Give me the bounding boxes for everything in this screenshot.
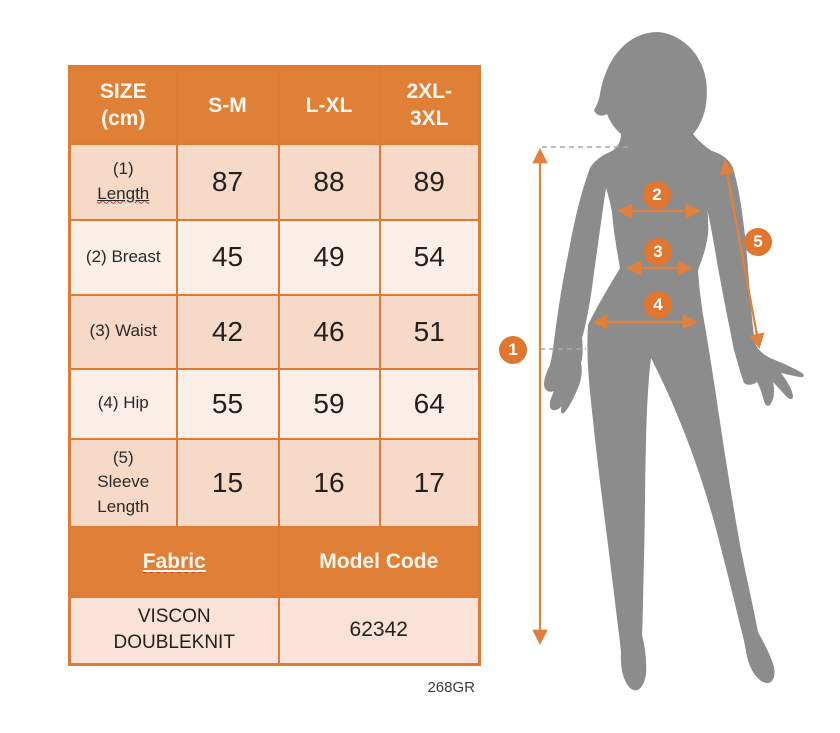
model-code-value-cell: 62342 — [277, 595, 481, 666]
table-row-hip: (4) Hip 55 59 64 — [68, 367, 481, 440]
value-cell: 55 — [175, 367, 280, 440]
table-row-length: (1) Length 87 88 89 — [68, 142, 481, 221]
value-cell: 15 — [175, 437, 280, 528]
fabric-value-cell: VISCON DOUBLEKNIT — [68, 595, 280, 666]
measure-badge-4: 4 — [644, 291, 672, 319]
model-code-header-cell: Model Code — [277, 525, 481, 598]
value-cell: 54 — [378, 218, 481, 296]
value-cell: 87 — [175, 142, 280, 221]
row-label-length: (1) Length — [68, 142, 178, 221]
value-cell: 64 — [378, 367, 481, 440]
value-cell: 16 — [277, 437, 381, 528]
measure-badge-1: 1 — [499, 336, 527, 364]
value-cell: 59 — [277, 367, 381, 440]
fabric-value-row: VISCON DOUBLEKNIT 62342 — [68, 595, 481, 666]
sleeve-arrow — [719, 158, 765, 350]
header-size-cm: SIZE (cm) — [68, 65, 178, 145]
fabric-header-cell: Fabric — [68, 525, 280, 598]
header-size-lxl: L-XL — [277, 65, 381, 145]
table-row-breast: (2) Breast 45 49 54 — [68, 218, 481, 296]
measure-badge-2: 2 — [643, 181, 671, 209]
weight-footnote: 268GR — [427, 679, 475, 696]
header-size-sm: S-M — [175, 65, 280, 145]
table-row-sleeve-length: (5) Sleeve Length 15 16 17 — [68, 437, 481, 528]
measure-badge-3: 3 — [644, 238, 672, 266]
row-label-waist: (3) Waist — [68, 293, 178, 370]
value-cell: 51 — [378, 293, 481, 370]
value-cell: 88 — [277, 142, 381, 221]
value-cell: 49 — [277, 218, 381, 296]
body-silhouette-graphic — [532, 32, 804, 691]
row-label-hip: (4) Hip — [68, 367, 178, 440]
row-label-breast: (2) Breast — [68, 218, 178, 296]
value-cell: 45 — [175, 218, 280, 296]
size-table: SIZE (cm) S-M L-XL 2XL- 3XL (1) Length 8… — [68, 65, 481, 666]
measurement-figure: 1 2 3 4 5 — [499, 10, 840, 725]
value-cell: 17 — [378, 437, 481, 528]
value-cell: 89 — [378, 142, 481, 221]
row-label-sleeve-length: (5) Sleeve Length — [68, 437, 178, 528]
table-row-waist: (3) Waist 42 46 51 — [68, 293, 481, 370]
header-size-2xl3xl: 2XL- 3XL — [378, 65, 481, 145]
measure-badge-5: 5 — [744, 228, 772, 256]
fabric-header-row: Fabric Model Code — [68, 525, 481, 598]
value-cell: 42 — [175, 293, 280, 370]
table-header-row: SIZE (cm) S-M L-XL 2XL- 3XL — [68, 65, 481, 145]
female-silhouette — [544, 32, 804, 691]
value-cell: 46 — [277, 293, 381, 370]
